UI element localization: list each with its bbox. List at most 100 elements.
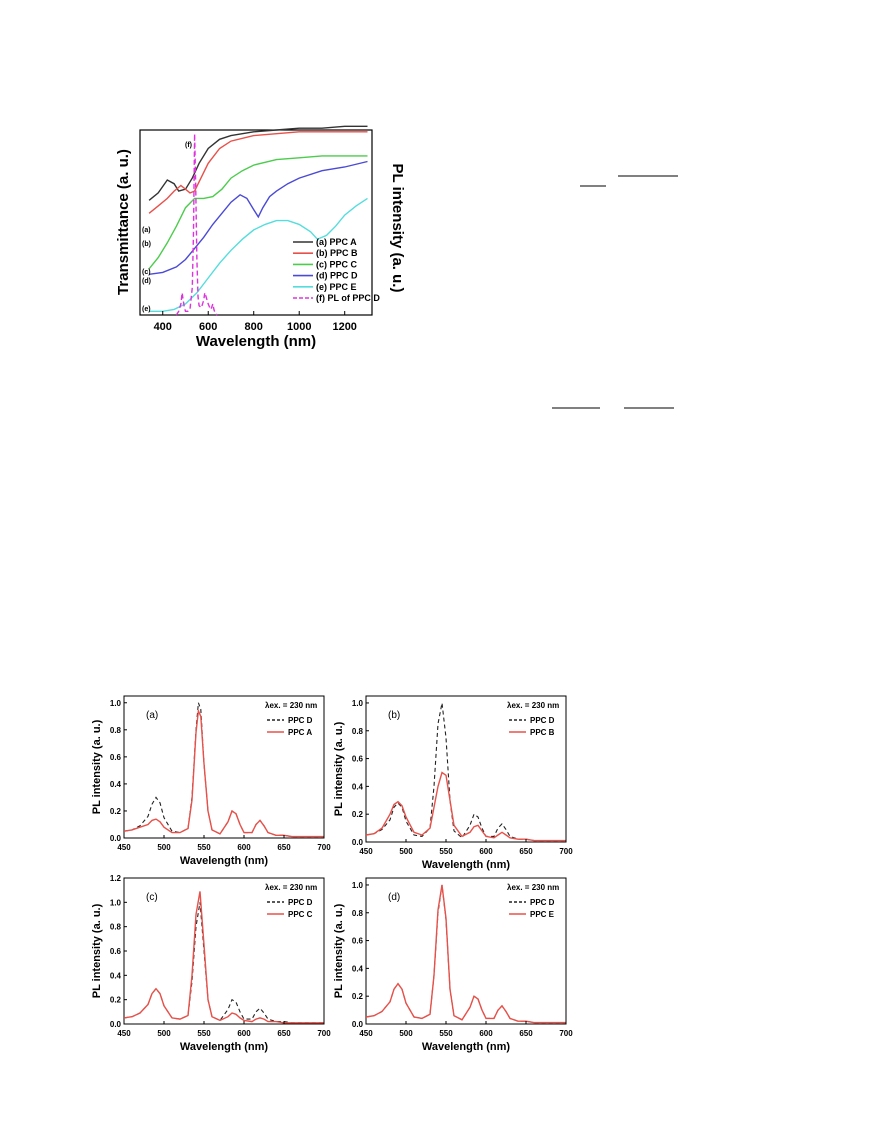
top-legend: (a) PPC A(b) PPC B(c) PPC C (d) PPC D(e) … (293, 237, 380, 303)
panel-d-y-tick-label: 0.6 (352, 937, 364, 946)
top-y-axis-label-right: PL intensity (a. u.) (389, 164, 406, 293)
panel-c-series-line (123, 902, 324, 1024)
panel-c-y-tick-label: 0.8 (110, 923, 122, 932)
panel-b-legend-label: PPC D (530, 716, 555, 725)
panel-b-series-line (365, 702, 566, 842)
panel-d-frame (365, 877, 567, 1025)
panel-c-y-tick-label: 1.0 (110, 898, 122, 907)
panel-a-series-line (123, 708, 324, 838)
top-x-axis-label: Wavelength (nm) (196, 333, 316, 350)
top-series-line-a (148, 125, 368, 201)
panel-c-y-tick-label: 0.4 (110, 971, 122, 980)
panel-a-legend-label: PPC D (288, 716, 313, 725)
top-legend-label: (f) PL of PPC D (316, 293, 380, 303)
panel-b-x-axis-label: Wavelength (nm) (422, 859, 511, 871)
panel-c-x-tick-label: 600 (237, 1029, 251, 1038)
panel-b-series-line (365, 771, 566, 842)
panel-b-x-tick-label: 600 (479, 847, 493, 856)
panel-d-x-tick-label: 700 (559, 1029, 573, 1038)
top-curve-tag: (d) (142, 278, 151, 285)
panel-a-x-tick-label: 450 (117, 843, 131, 852)
top-x-tick-label: 400 (154, 321, 172, 333)
panel-a-x-tick-label: 550 (197, 843, 211, 852)
panel-a-y-tick-label: 0.2 (110, 807, 122, 816)
panel-a-x-axis-label: Wavelength (nm) (180, 855, 269, 867)
panel-d-legend-label: PPC D (530, 898, 555, 907)
panel-c-y-tick-label: 1.2 (110, 874, 122, 883)
panel-d-x-tick-label: 500 (399, 1029, 413, 1038)
panel-a-x-tick-label: 500 (157, 843, 171, 852)
panel-a-frame (123, 695, 325, 839)
panel-b-chart: 450 500 550 600 650 700 0.0 0.2 0.4 0.6 0.8 1.0 Wave… (333, 695, 573, 871)
panel-c-x-tick-label: 550 (197, 1029, 211, 1038)
panel-b-y-axis-label: PL intensity (a. u.) (333, 721, 345, 816)
panel-b-y-tick-label: 0.0 (352, 838, 364, 847)
top-curve-tags: (a) (b) (c) (d) (e) (f) (142, 142, 192, 313)
panel-b-x-tick-label: 550 (439, 847, 453, 856)
panel-b-x-tick-label: 650 (519, 847, 533, 856)
panel-b-x-tick-label: 700 (559, 847, 573, 856)
panel-c-legend-label: PPC D (288, 898, 313, 907)
panel-c-x-axis-label: Wavelength (nm) (180, 1041, 269, 1053)
panel-b-x-tick-label: 500 (399, 847, 413, 856)
top-x-tick-label: 1200 (332, 321, 356, 333)
panel-c-y-tick-label: 0.2 (110, 996, 122, 1005)
panel-d-y-tick-label: 0.4 (352, 964, 364, 973)
top-transmittance-chart: 400 600 800 1000 1200 Wavelength (nm) Transm… (115, 125, 406, 350)
panel-d-y-axis-label: PL intensity (a. u.) (333, 903, 345, 998)
panel-a-chart: 450 500 550 600 650 700 0.0 0.2 0.4 0.6 0.8 1.0 Wave… (91, 695, 331, 867)
panel-a-y-tick-label: 0.4 (110, 780, 122, 789)
panel-d-chart: 450 500 550 600 650 700 0.0 0.2 0.4 0.6 0.8 1.0 Wave… (333, 877, 573, 1053)
panel-b-excitation-label: λex. = 230 nm (507, 701, 559, 710)
panel-d-x-tick-label: 600 (479, 1029, 493, 1038)
top-series-line-e (149, 197, 368, 312)
top-curve-tag: (e) (142, 306, 151, 313)
panel-a-excitation-label: λex. = 230 nm (265, 701, 317, 710)
top-legend-label: (c) PPC C (316, 259, 358, 269)
panel-c-y-tick-label: 0.0 (110, 1020, 122, 1029)
top-legend-label: (e) PPC E (316, 282, 357, 292)
panel-c-x-tick-label: 450 (117, 1029, 131, 1038)
top-curve-tag: (b) (142, 241, 151, 248)
panel-c-x-tick-label: 700 (317, 1029, 331, 1038)
top-curve-tag: (a) (142, 227, 151, 234)
panel-d-excitation-label: λex. = 230 nm (507, 883, 559, 892)
panel-b-y-tick-label: 0.4 (352, 782, 364, 791)
panel-d-series-line (365, 884, 566, 1024)
panel-c-series-line (123, 891, 324, 1024)
panel-c-x-tick-label: 650 (277, 1029, 291, 1038)
panel-d-y-tick-label: 0.0 (352, 1020, 364, 1029)
top-plot-frame (139, 129, 373, 316)
top-x-tick-label: 600 (199, 321, 217, 333)
top-x-tick-label: 800 (245, 321, 263, 333)
panel-d-x-axis-label: Wavelength (nm) (422, 1041, 511, 1053)
panel-c-y-tick-label: 0.6 (110, 947, 122, 956)
top-legend-label: (d) PPC D (316, 271, 358, 281)
panel-b-y-tick-label: 1.0 (352, 699, 364, 708)
panel-c-chart: 450 500 550 600 650 700 0.0 0.2 0.4 0.6 0.8 1.0 1.2 W… (91, 874, 331, 1053)
panel-a-y-tick-label: 0.6 (110, 753, 122, 762)
panel-c-legend-label: PPC C (288, 910, 313, 919)
panel-a-y-tick-label: 0.8 (110, 726, 122, 735)
top-curve-tag-f: (f) (185, 142, 192, 149)
panel-a-y-tick-label: 1.0 (110, 699, 122, 708)
panel-c-y-axis-label: PL intensity (a. u.) (91, 903, 103, 998)
panel-c-x-tick-label: 500 (157, 1029, 171, 1038)
top-series-line-d (149, 160, 368, 275)
top-series-group (148, 125, 368, 316)
panel-d-x-tick-label: 550 (439, 1029, 453, 1038)
panel-d-x-tick-label: 450 (359, 1029, 373, 1038)
top-x-tick-label: 1000 (287, 321, 311, 333)
panel-a-x-tick-label: 600 (237, 843, 251, 852)
panel-c-tag: (c) (146, 892, 158, 903)
top-series-line-f (175, 133, 218, 316)
panel-d-legend-label: PPC E (530, 910, 555, 919)
panel-d-y-tick-label: 0.8 (352, 909, 364, 918)
panel-b-frame (365, 695, 567, 843)
panel-b-y-tick-label: 0.2 (352, 810, 364, 819)
top-series-line-b (148, 131, 368, 214)
top-y-axis-label-left: Transmittance (a. u.) (115, 149, 132, 295)
panel-a-x-tick-label: 650 (277, 843, 291, 852)
panel-a-tag: (a) (146, 710, 158, 721)
